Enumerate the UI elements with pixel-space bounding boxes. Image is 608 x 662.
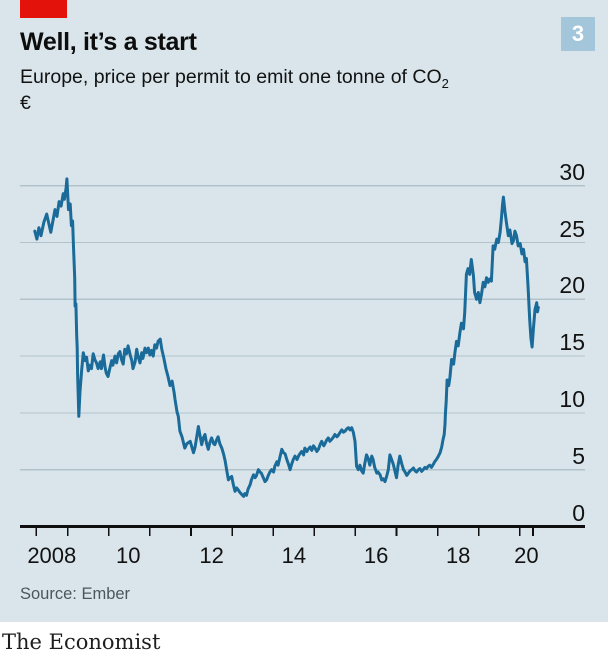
economist-red-tab [20,0,67,18]
x-axis-label-20: 20 [514,543,539,568]
y-axis-label-5: 5 [572,442,585,469]
y-axis-label-10: 10 [559,385,585,412]
y-axis-label-15: 15 [559,329,585,356]
y-axis-label-20: 20 [559,272,585,299]
x-axis-label-16: 16 [363,543,389,568]
x-axis-label-10: 10 [116,543,141,568]
chart-subtitle: Europe, price per permit to emit one ton… [20,66,449,91]
currency-unit-label: € [20,92,31,114]
y-axis-label-30: 30 [559,158,585,185]
subtitle-text: Europe, price per permit to emit one ton… [20,66,442,88]
price-line [33,177,540,498]
x-axis-label-2008: 2008 [27,543,77,568]
chart-panel-background [0,0,608,622]
y-axis-label-0: 0 [572,499,585,526]
source-note: Source: Ember [20,585,131,603]
economist-wordmark: The Economist [2,630,161,654]
x-axis-label-18: 18 [445,543,471,568]
footer-strip [0,622,608,662]
chart-title: Well, it’s a start [20,28,197,56]
x-axis-label-14: 14 [281,543,307,568]
subtitle-subscript: 2 [441,75,449,91]
y-axis-label-25: 25 [559,215,585,242]
x-axis-label-12: 12 [199,543,224,568]
chart-number-badge: 3 [561,17,595,51]
